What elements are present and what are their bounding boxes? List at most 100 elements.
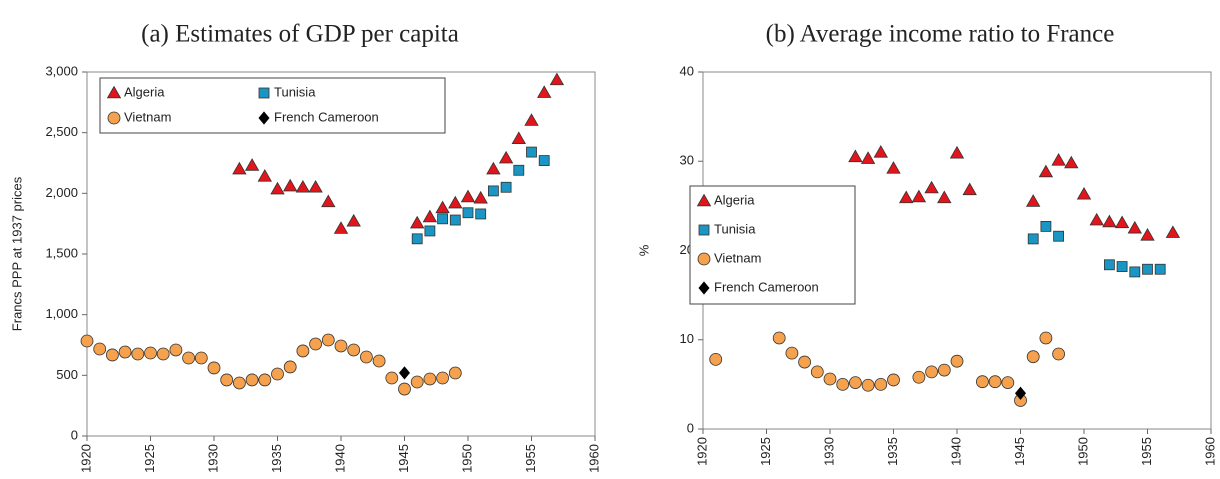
point <box>398 382 411 396</box>
point <box>937 190 952 204</box>
point <box>333 221 349 234</box>
point <box>80 334 94 348</box>
point <box>321 194 336 208</box>
point <box>1027 233 1039 245</box>
point <box>976 375 989 389</box>
point <box>308 179 323 193</box>
point <box>950 354 964 368</box>
point <box>271 367 284 381</box>
point <box>422 209 438 223</box>
y-tick-label: 500 <box>56 367 78 382</box>
point <box>156 347 170 361</box>
point <box>1104 259 1115 271</box>
point <box>513 164 525 176</box>
point <box>245 373 259 387</box>
point <box>912 370 926 384</box>
point <box>1102 214 1117 228</box>
x-tick-label: 1940 <box>332 444 347 473</box>
legend-marker <box>106 85 122 99</box>
point <box>460 189 476 203</box>
point <box>182 351 196 365</box>
point <box>511 131 526 145</box>
y-tick-label: 0 <box>71 427 78 442</box>
point <box>437 213 449 225</box>
point <box>937 363 951 377</box>
point <box>244 158 260 171</box>
point <box>849 376 862 389</box>
point <box>1039 331 1053 345</box>
x-tick-label: 1920 <box>78 444 93 473</box>
point <box>1051 153 1066 166</box>
point <box>334 339 348 353</box>
y-tick-label: 2,000 <box>45 185 78 200</box>
x-tick-label: 1960 <box>586 444 601 473</box>
point <box>1127 220 1142 234</box>
point <box>874 377 888 391</box>
point <box>359 350 373 364</box>
point <box>93 342 107 356</box>
point <box>1014 386 1027 400</box>
point <box>836 377 850 391</box>
point <box>232 376 246 390</box>
point <box>1038 164 1054 178</box>
legend-label: Algeria <box>714 192 755 207</box>
point <box>924 180 939 194</box>
point <box>398 366 411 380</box>
legend-label: French Cameroon <box>714 279 819 294</box>
legend-marker <box>258 87 270 99</box>
point <box>1165 225 1181 238</box>
point <box>1089 212 1104 226</box>
point <box>1052 347 1065 361</box>
y-tick-label: 0 <box>687 420 694 435</box>
point <box>798 355 811 369</box>
point <box>435 200 450 214</box>
point <box>537 85 552 98</box>
point <box>1076 186 1092 200</box>
legend-label: Tunisia <box>274 84 316 99</box>
point <box>823 372 837 386</box>
point <box>962 182 977 196</box>
y-tick-label: 30 <box>680 153 694 168</box>
chart-title: (a) Estimates of GDP per capita <box>141 21 459 48</box>
x-tick-label: 1960 <box>1202 437 1217 466</box>
y-axis-label: % <box>636 244 651 256</box>
y-tick-label: 2,500 <box>45 124 78 139</box>
point <box>860 151 876 164</box>
x-tick-label: 1920 <box>694 437 709 466</box>
y-axis-label: Francs PPP at 1937 prices <box>9 176 24 331</box>
point <box>220 373 234 387</box>
y-tick-label: 1,500 <box>45 245 78 260</box>
point <box>526 146 537 158</box>
point <box>232 161 247 175</box>
point <box>144 346 157 360</box>
point <box>709 352 723 366</box>
point <box>1064 155 1079 169</box>
point <box>1154 263 1166 275</box>
y-tick-label: 40 <box>680 63 694 78</box>
point <box>772 331 786 345</box>
point <box>270 181 285 195</box>
point <box>410 375 424 389</box>
point <box>448 195 463 209</box>
point <box>462 207 474 219</box>
point <box>475 208 487 220</box>
legend-box <box>99 77 446 134</box>
x-tick-label: 1955 <box>1139 437 1154 466</box>
point <box>346 213 361 227</box>
point <box>487 185 499 197</box>
point <box>436 371 450 385</box>
point <box>283 178 298 192</box>
point <box>899 190 914 204</box>
point <box>1116 261 1128 272</box>
point <box>949 145 965 159</box>
point <box>549 72 565 86</box>
point <box>861 378 875 392</box>
legend-marker <box>696 193 712 207</box>
point <box>258 373 272 387</box>
point <box>106 348 119 362</box>
point <box>449 214 461 226</box>
point <box>321 333 335 347</box>
x-tick-label: 1945 <box>1012 437 1027 466</box>
point <box>486 161 501 175</box>
x-tick-label: 1945 <box>396 444 411 473</box>
